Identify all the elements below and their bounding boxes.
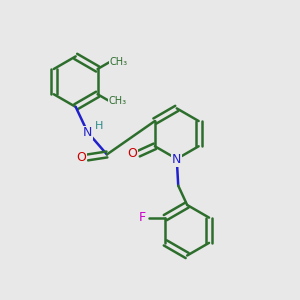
Text: CH₃: CH₃ (110, 57, 128, 67)
Text: CH₃: CH₃ (108, 96, 127, 106)
Text: O: O (128, 147, 137, 160)
Text: N: N (172, 153, 182, 166)
Text: F: F (139, 211, 146, 224)
Text: N: N (83, 126, 93, 139)
Text: O: O (77, 151, 87, 164)
Text: H: H (95, 121, 103, 131)
